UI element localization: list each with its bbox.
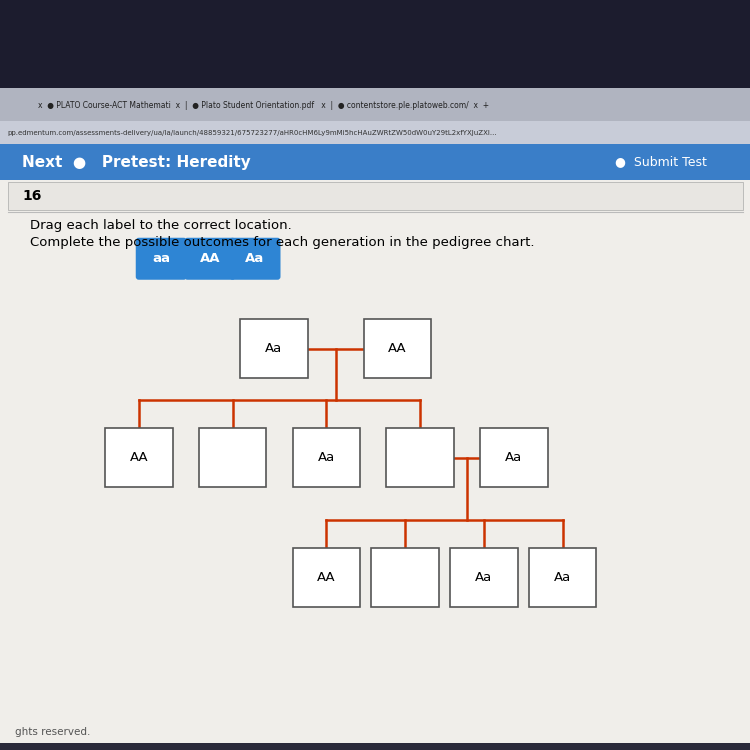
FancyBboxPatch shape [292,548,360,607]
Text: Aa: Aa [554,571,572,584]
FancyBboxPatch shape [0,144,750,180]
FancyBboxPatch shape [105,428,172,487]
Text: Complete the possible outcomes for each generation in the pedigree chart.: Complete the possible outcomes for each … [30,236,535,250]
FancyBboxPatch shape [292,428,360,487]
FancyBboxPatch shape [450,548,518,607]
Text: AA: AA [130,451,148,464]
FancyBboxPatch shape [364,320,431,378]
Text: Aa: Aa [318,451,334,464]
FancyBboxPatch shape [199,428,266,487]
Text: x  ● PLATO Course-ACT Mathemati  x  |  ● Plato Student Orientation.pdf   x  |  ●: x ● PLATO Course-ACT Mathemati x | ● Pla… [38,100,489,109]
Text: ●  Submit Test: ● Submit Test [615,155,706,169]
Text: Aa: Aa [266,342,282,355]
Text: Drag each label to the correct location.: Drag each label to the correct location. [30,218,292,232]
FancyBboxPatch shape [480,428,548,487]
FancyBboxPatch shape [136,238,187,280]
Text: Aa: Aa [506,451,522,464]
FancyBboxPatch shape [0,122,750,144]
Text: AA: AA [388,342,406,355]
Text: pp.edmentum.com/assessments-delivery/ua/la/launch/48859321/675723277/aHR0cHM6Ly9: pp.edmentum.com/assessments-delivery/ua/… [8,130,497,136]
FancyBboxPatch shape [230,238,280,280]
FancyBboxPatch shape [371,548,439,607]
Text: AA: AA [317,571,335,584]
FancyBboxPatch shape [0,88,750,122]
FancyBboxPatch shape [0,0,750,94]
Text: aa: aa [152,252,170,266]
FancyBboxPatch shape [8,182,742,210]
Text: AA: AA [200,252,220,266]
Text: 16: 16 [22,189,42,202]
FancyBboxPatch shape [0,180,750,742]
FancyBboxPatch shape [240,320,308,378]
Text: Aa: Aa [476,571,492,584]
FancyBboxPatch shape [386,428,454,487]
Text: Aa: Aa [245,252,265,266]
Text: ghts reserved.: ghts reserved. [15,727,90,737]
FancyBboxPatch shape [184,238,236,280]
FancyBboxPatch shape [529,548,596,607]
Text: Next  ●   Pretest: Heredity: Next ● Pretest: Heredity [22,154,251,170]
